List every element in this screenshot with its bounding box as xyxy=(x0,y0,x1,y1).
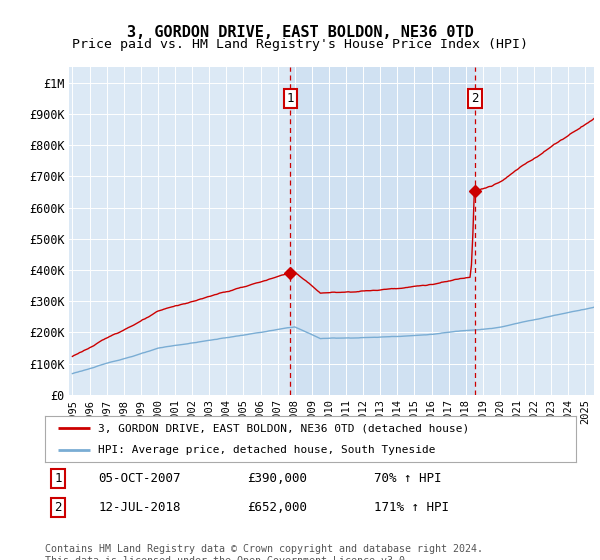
Text: 3, GORDON DRIVE, EAST BOLDON, NE36 0TD (detached house): 3, GORDON DRIVE, EAST BOLDON, NE36 0TD (… xyxy=(98,423,469,433)
Bar xyxy=(290,67,475,395)
Text: 2: 2 xyxy=(471,92,479,105)
Text: £390,000: £390,000 xyxy=(247,472,307,485)
Text: 171% ↑ HPI: 171% ↑ HPI xyxy=(374,501,449,514)
Text: 1: 1 xyxy=(287,92,294,105)
Text: 2: 2 xyxy=(55,501,62,514)
Text: 3, GORDON DRIVE, EAST BOLDON, NE36 0TD: 3, GORDON DRIVE, EAST BOLDON, NE36 0TD xyxy=(127,25,473,40)
Text: 1: 1 xyxy=(55,472,62,485)
Text: Price paid vs. HM Land Registry's House Price Index (HPI): Price paid vs. HM Land Registry's House … xyxy=(72,38,528,52)
Text: 70% ↑ HPI: 70% ↑ HPI xyxy=(374,472,442,485)
Text: 05-OCT-2007: 05-OCT-2007 xyxy=(98,472,181,485)
Text: HPI: Average price, detached house, South Tyneside: HPI: Average price, detached house, Sout… xyxy=(98,445,436,455)
Text: £652,000: £652,000 xyxy=(247,501,307,514)
Text: Contains HM Land Registry data © Crown copyright and database right 2024.
This d: Contains HM Land Registry data © Crown c… xyxy=(45,544,483,560)
Text: 12-JUL-2018: 12-JUL-2018 xyxy=(98,501,181,514)
